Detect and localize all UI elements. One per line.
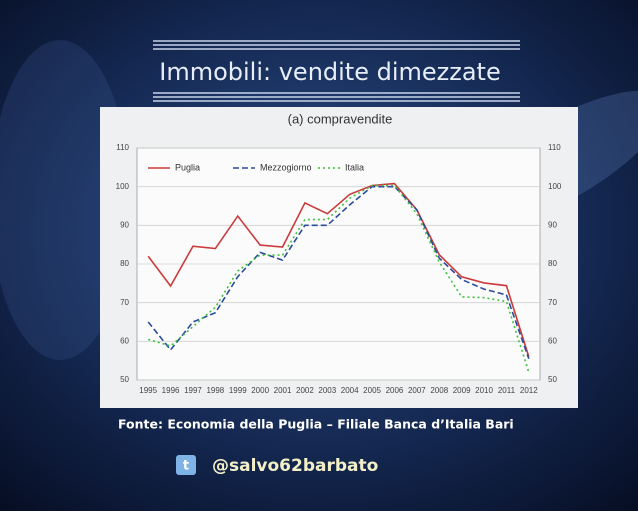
- x-tick-label: 2011: [498, 386, 516, 395]
- y-tick-label: 50: [120, 375, 129, 384]
- x-tick-label: 2007: [408, 386, 426, 395]
- y2-tick-label: 90: [548, 220, 557, 229]
- x-tick-label: 2000: [251, 386, 269, 395]
- x-tick-label: 2004: [341, 386, 359, 395]
- x-tick-label: 2006: [386, 386, 404, 395]
- y-tick-label: 80: [120, 259, 129, 268]
- y2-tick-label: 70: [548, 298, 557, 307]
- series-line: [147, 182, 530, 358]
- x-tick-label: 1999: [229, 386, 247, 395]
- x-tick-label: 2002: [296, 386, 314, 395]
- y-tick-label: 70: [120, 298, 129, 307]
- title-rules: [153, 40, 520, 102]
- series-line: [147, 185, 530, 359]
- x-tick-label: 1996: [162, 386, 180, 395]
- y2-tick-label: 60: [548, 336, 557, 345]
- x-tick-label: 2001: [274, 386, 292, 395]
- chart-title: (a) compravendite: [288, 111, 393, 126]
- y-tick-label: 110: [116, 143, 129, 152]
- y-tick-label: 100: [116, 182, 130, 191]
- legend-label: Mezzogiorno: [260, 162, 312, 172]
- y2-tick-label: 110: [548, 143, 561, 152]
- y2-tick-label: 100: [548, 182, 562, 191]
- x-tick-label: 1998: [206, 386, 224, 395]
- svg-text:t: t: [183, 459, 189, 474]
- twitter-icon: t: [176, 455, 196, 475]
- x-tick-label: 2010: [475, 386, 493, 395]
- y-tick-label: 60: [120, 336, 129, 345]
- x-tick-label: 2003: [318, 386, 336, 395]
- plot: 50 50 60 60 70 70 80 80 90 90 100 100 110 110 1995 1996…: [116, 143, 562, 395]
- source: Fonte: Economia della Puglia – Filiale B…: [118, 417, 514, 432]
- x-tick-label: 2009: [453, 386, 471, 395]
- slide-title: Immobili: vendite dimezzate: [159, 58, 500, 86]
- x-tick-label: 1995: [139, 386, 157, 395]
- x-tick-label: 2008: [430, 386, 448, 395]
- y2-tick-label: 50: [548, 375, 557, 384]
- x-tick-label: 1997: [184, 386, 202, 395]
- x-tick-label: 2012: [520, 386, 538, 395]
- glow: [0, 40, 130, 360]
- legend-label: Italia: [345, 162, 364, 172]
- handle: @salvo62barbato: [212, 456, 378, 476]
- y2-tick-label: 80: [548, 259, 557, 268]
- y-tick-label: 90: [120, 220, 129, 229]
- legend-label: Puglia: [175, 162, 200, 172]
- x-tick-label: 2005: [363, 386, 381, 395]
